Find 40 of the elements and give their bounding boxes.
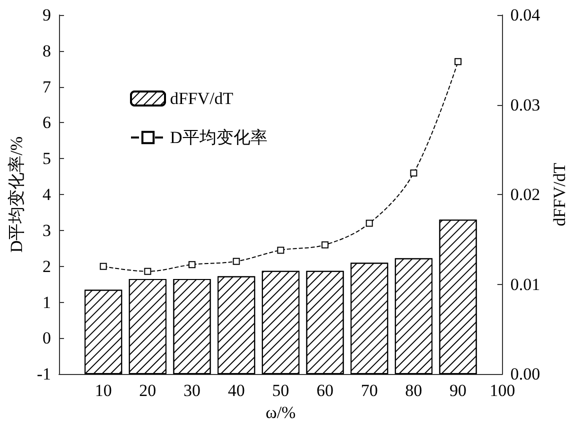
x-axis-title: ω/%	[266, 403, 296, 422]
x-tick-label: 90	[450, 381, 467, 400]
legend-label: D平均变化率	[170, 128, 268, 147]
y-tick-label: 8	[42, 41, 51, 60]
y2-tick-label: 0.01	[510, 274, 540, 294]
y2-axis-title: dFFV/dT	[550, 162, 569, 226]
y-tick-label: 7	[42, 77, 52, 96]
y-tick-label: 6	[42, 113, 51, 132]
point	[232, 258, 240, 265]
x-tick-label: 80	[405, 381, 422, 400]
point	[144, 268, 152, 275]
y-tick-label: 3	[42, 220, 51, 240]
x-tick-label: 60	[316, 381, 334, 400]
y-axis-title: D平均变化率/%	[7, 136, 26, 253]
y-tick-label: -1	[36, 364, 51, 384]
y2-tick-label: 0.02	[510, 185, 540, 204]
x-tick-label: 40	[228, 381, 245, 400]
point	[277, 246, 284, 254]
x-tick-label: 10	[94, 381, 112, 400]
x-tick-label: 20	[139, 381, 156, 400]
x-tick-label: 70	[360, 381, 378, 400]
point	[188, 261, 196, 268]
y-tick-label: 5	[42, 149, 51, 168]
y-tick-label: 9	[42, 6, 51, 24]
y2-tick-label: 0.03	[510, 95, 540, 114]
y-tick-label: 4	[42, 185, 52, 204]
y-tick-label: 2	[42, 256, 51, 276]
point	[322, 241, 329, 248]
y2-tick-label: 0.04	[510, 6, 541, 24]
point	[454, 58, 462, 66]
x-tick-label: 100	[490, 381, 516, 400]
x-tick-label: 50	[272, 381, 290, 400]
y2-tick-label: 0.00	[510, 364, 540, 384]
point	[366, 220, 373, 227]
y-tick-label: 0	[42, 328, 51, 348]
y-tick-label: 1	[42, 292, 51, 312]
x-tick-label: 30	[184, 381, 201, 400]
point	[410, 170, 418, 177]
point	[100, 262, 107, 270]
legend-label: dFFV/dT	[170, 89, 234, 108]
